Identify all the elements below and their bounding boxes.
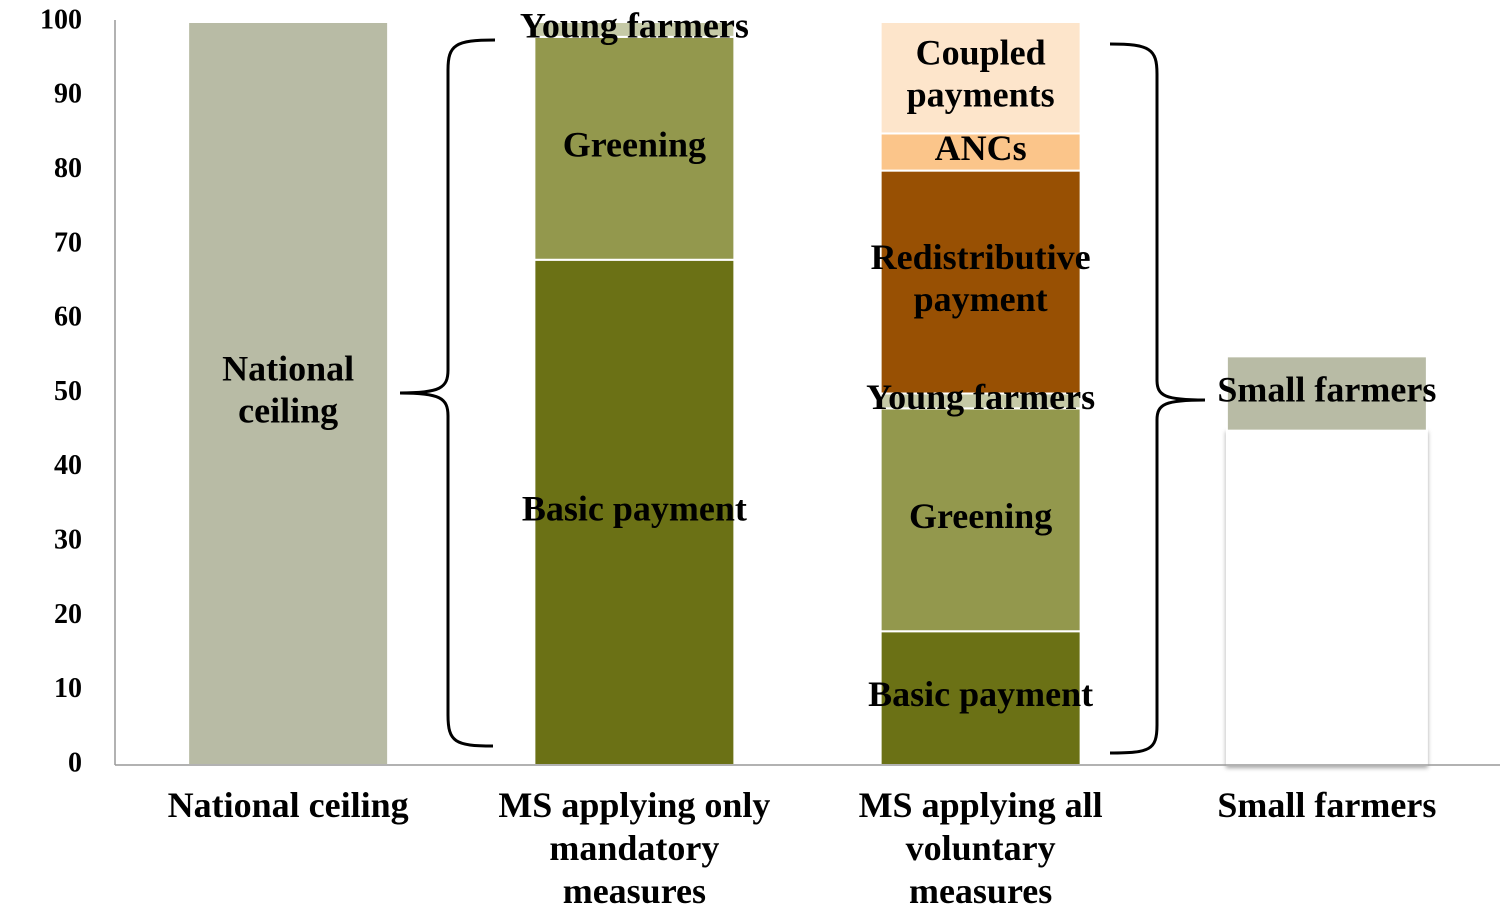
bar-segment bbox=[533, 21, 736, 38]
bars bbox=[187, 21, 1428, 767]
y-tick-label: 10 bbox=[54, 673, 82, 704]
segment-label: Small farmers bbox=[1217, 370, 1436, 410]
bar-segment bbox=[533, 258, 736, 766]
y-tick-label: 0 bbox=[68, 747, 82, 778]
segment-label: National ceiling bbox=[222, 349, 354, 431]
bar-segment bbox=[1225, 355, 1428, 432]
bar-segment bbox=[879, 21, 1082, 135]
labels: 0 10 20 30 40 50 60 70 80 90 100 National ceiling Nat… bbox=[40, 4, 1436, 910]
segment-label: ANCs bbox=[935, 128, 1027, 168]
segment-label: Redistributive payment bbox=[871, 237, 1091, 319]
bar-segment bbox=[879, 407, 1082, 633]
y-tick-label: 90 bbox=[54, 79, 82, 110]
y-tick-label: 100 bbox=[40, 4, 82, 35]
segment-label: Young farmers bbox=[520, 6, 749, 46]
y-tick-label: 20 bbox=[54, 599, 82, 630]
segment-label: Greening bbox=[909, 496, 1052, 536]
y-tick-label: 80 bbox=[54, 153, 82, 184]
y-tick-label: 30 bbox=[54, 525, 82, 556]
segment-label: Greening bbox=[563, 125, 706, 165]
segment-label: Basic payment bbox=[868, 674, 1093, 714]
y-tick-label: 70 bbox=[54, 227, 82, 258]
bar-segment bbox=[187, 21, 390, 766]
bar-segment bbox=[879, 169, 1082, 395]
segment-label: Coupled payments bbox=[907, 33, 1055, 115]
bar-segment bbox=[1225, 429, 1428, 766]
x-tick-label: MS applying only mandatory measures bbox=[498, 785, 770, 910]
segment-label: Young farmers bbox=[866, 377, 1095, 417]
segment-label: Basic payment bbox=[522, 489, 747, 529]
x-tick-label: National ceiling bbox=[168, 785, 409, 825]
brace bbox=[399, 38, 496, 748]
x-tick-label: MS applying all voluntary measures bbox=[859, 785, 1103, 910]
y-tick-label: 60 bbox=[54, 302, 82, 333]
bar-segment bbox=[879, 132, 1082, 172]
y-tick-label: 40 bbox=[54, 450, 82, 481]
y-tick-label: 50 bbox=[54, 376, 82, 407]
x-tick-label: Small farmers bbox=[1217, 785, 1436, 825]
brace bbox=[1109, 42, 1206, 755]
